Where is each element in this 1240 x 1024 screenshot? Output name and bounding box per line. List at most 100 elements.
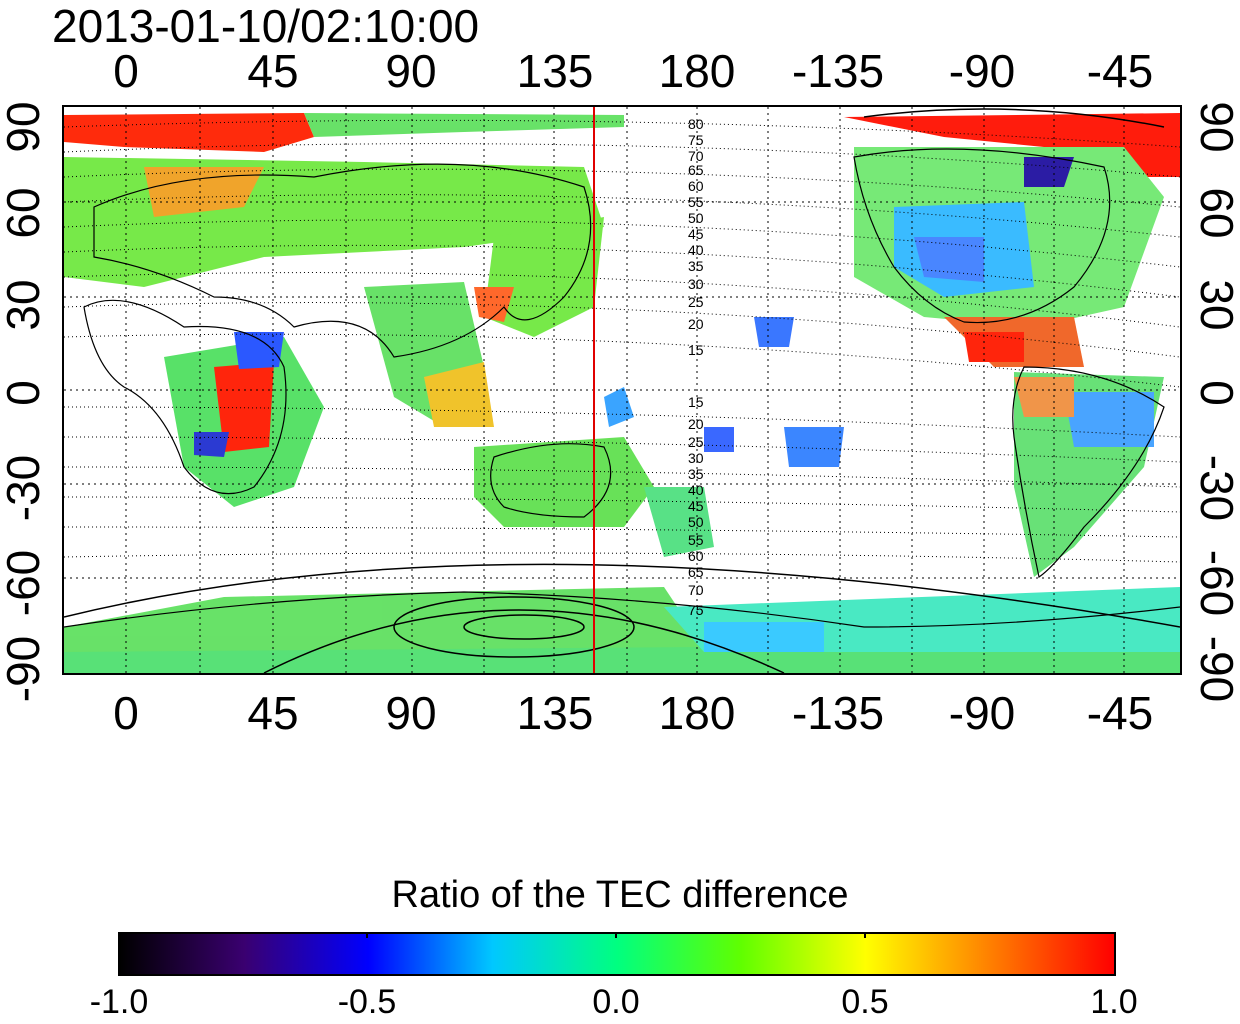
contour-label: 50 — [688, 514, 704, 530]
colorbar-tick-mark — [864, 932, 866, 938]
tec-data-patches — [64, 113, 1180, 673]
contour-line — [64, 143, 1180, 178]
contour-label: 20 — [688, 316, 704, 332]
contour-label: 35 — [688, 466, 704, 482]
data-patch — [1014, 377, 1074, 417]
colorbar-tick-label: -0.5 — [337, 983, 397, 1021]
contour-line — [64, 496, 1180, 513]
contour-line — [863, 108, 1165, 128]
data-patch — [64, 647, 1180, 673]
data-patch — [1024, 157, 1074, 187]
bottom-lon-tick: -90 — [948, 687, 1016, 739]
contour-line — [64, 219, 1180, 268]
colorbar-tick-label: -1.0 — [89, 983, 149, 1021]
contour-label: 50 — [688, 210, 704, 226]
contour-label: 35 — [688, 258, 704, 274]
data-patch — [754, 317, 794, 347]
top-lon-tick: -135 — [791, 45, 885, 97]
colorbar-tick-label: 1.0 — [1090, 983, 1138, 1021]
contour-label: 45 — [688, 498, 704, 514]
colorbar-title: Ratio of the TEC difference — [391, 874, 849, 916]
data-patch — [704, 622, 824, 652]
contour-oval — [463, 614, 585, 640]
right-lat-tick: 0 — [1191, 380, 1240, 406]
contour-oval — [393, 596, 635, 658]
contour-line — [64, 466, 1180, 488]
top-lon-tick: 0 — [113, 45, 139, 97]
contour-label: 55 — [688, 532, 704, 548]
contour-line — [64, 563, 1180, 628]
right-lat-tick: -30 — [1191, 454, 1240, 522]
contour-label: 65 — [688, 564, 704, 580]
data-patch — [784, 427, 844, 467]
map-title: 2013-01-10/02:10:00 — [52, 0, 480, 52]
bottom-lon-tick: 0 — [113, 687, 139, 739]
contour-label: 30 — [688, 276, 704, 292]
contour-line — [64, 333, 1180, 388]
contour-line — [64, 272, 1180, 328]
coastline-australia — [490, 443, 612, 518]
bottom-lon-tick: 135 — [516, 687, 594, 739]
left-lat-tick: 60 — [0, 187, 49, 239]
right-lat-tick: -60 — [1191, 549, 1240, 617]
right-lat-tick: 30 — [1191, 279, 1240, 331]
data-patch — [304, 113, 624, 137]
contour-line — [263, 609, 785, 673]
colorbar-tick-mark — [615, 932, 617, 938]
contour-line — [64, 244, 1180, 298]
coastline-eurasia — [93, 163, 592, 358]
coastlines — [64, 148, 1180, 628]
solid-contours — [64, 108, 1180, 673]
data-patch — [704, 427, 734, 452]
contour-label: 45 — [688, 226, 704, 242]
coastline-north-america — [853, 148, 1111, 324]
contour-line — [64, 168, 1180, 208]
bottom-lon-tick: -135 — [791, 687, 885, 739]
contour-labels: 80 75 70 65 60 55 50 45 40 35 30 25 20 1… — [688, 116, 704, 618]
contour-label: 75 — [688, 132, 704, 148]
contour-line — [64, 406, 1180, 438]
contour-label: 25 — [688, 294, 704, 310]
top-lon-tick: 45 — [247, 45, 299, 97]
data-patch — [964, 332, 1024, 362]
right-lat-tick: -90 — [1191, 635, 1240, 703]
contour-label: 25 — [688, 434, 704, 450]
colorbar-gradient — [118, 932, 1116, 976]
colorbar-tick-label: 0.5 — [841, 983, 889, 1021]
map-svg: 80 75 70 65 60 55 50 45 40 35 30 25 20 1… — [64, 107, 1180, 673]
bottom-lon-tick: 90 — [385, 687, 437, 739]
contour-line — [64, 552, 1180, 563]
contour-line — [64, 302, 1180, 358]
contour-label: 55 — [688, 194, 704, 210]
contour-line — [64, 526, 1180, 538]
contour-label: 60 — [688, 178, 704, 194]
data-patch — [914, 237, 984, 282]
lat-lon-grid — [64, 107, 1180, 673]
contour-label: 80 — [688, 116, 704, 132]
contour-label: 40 — [688, 242, 704, 258]
contour-label: 70 — [688, 582, 704, 598]
data-patch — [484, 217, 604, 337]
contour-label: 40 — [688, 482, 704, 498]
contour-label: 15 — [688, 342, 704, 358]
data-patch — [214, 362, 274, 452]
contour-label: 75 — [688, 602, 704, 618]
top-lon-tick: -90 — [948, 45, 1016, 97]
data-patch — [1064, 392, 1154, 447]
bottom-lon-tick: -45 — [1086, 687, 1154, 739]
colorbar-tick-mark — [366, 932, 368, 938]
left-lat-tick: -90 — [0, 635, 49, 703]
bottom-lon-tick: 45 — [247, 687, 299, 739]
data-patch — [474, 287, 514, 322]
coastline-antarctica — [64, 591, 1180, 628]
contour-label: 70 — [688, 148, 704, 164]
top-lon-tick: 135 — [516, 45, 594, 97]
contour-label: 15 — [688, 394, 704, 410]
left-lat-tick: -60 — [0, 549, 49, 617]
left-lat-tick: 30 — [0, 279, 49, 331]
coastline-africa — [83, 299, 287, 495]
coastline-south-america — [1012, 366, 1165, 578]
top-lon-tick: -45 — [1086, 45, 1154, 97]
colorbar-tick-label: 0.0 — [592, 983, 640, 1021]
tec-map: 80 75 70 65 60 55 50 45 40 35 30 25 20 1… — [62, 105, 1182, 675]
